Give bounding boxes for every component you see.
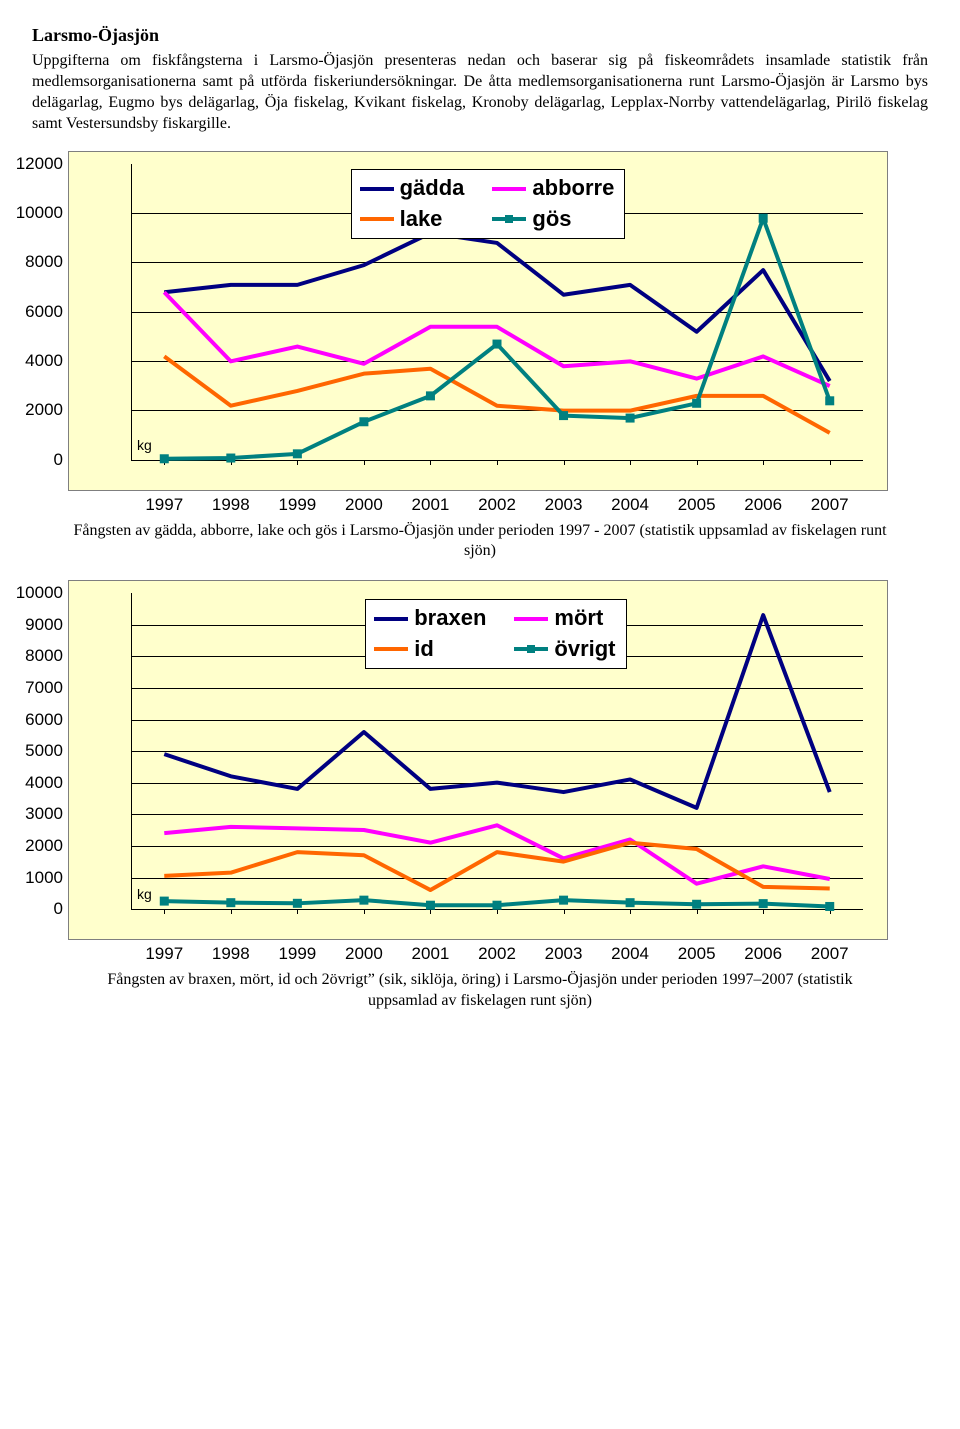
legend-swatch [514, 647, 548, 651]
legend-label: gädda [400, 174, 465, 203]
y-tick-label: 8000 [25, 645, 63, 667]
series-marker-gös [226, 453, 235, 462]
x-tick-label: 2004 [611, 494, 649, 516]
legend: braxen mört id övrigt [365, 599, 626, 668]
legend-item-abborre: abborre [492, 174, 614, 203]
y-tick-label: 0 [54, 898, 63, 920]
chart-gadda-abborre-lake-gos: 0200040006000800010000120001997199819992… [68, 151, 888, 491]
series-marker-övrigt [759, 899, 768, 908]
legend-item-braxen: braxen [374, 604, 486, 633]
x-tick-label: 2000 [345, 943, 383, 965]
series-marker-gös [359, 417, 368, 426]
x-tick-label: 2005 [678, 494, 716, 516]
legend-swatch [492, 187, 526, 191]
chart-braxen-mort-id-ovrigt: 0100020003000400050006000700080009000100… [68, 580, 888, 940]
legend-swatch [374, 647, 408, 651]
y-tick-label: 2000 [25, 835, 63, 857]
y-tick-label: 10000 [16, 202, 63, 224]
x-tick-label: 2007 [811, 494, 849, 516]
legend-label: abborre [532, 174, 614, 203]
chart2-caption: Fångsten av braxen, mört, id och 2övrigt… [72, 970, 888, 1012]
series-marker-övrigt [426, 901, 435, 910]
series-marker-gös [825, 396, 834, 405]
series-marker-gös [692, 398, 701, 407]
series-marker-övrigt [559, 896, 568, 905]
x-axis [131, 460, 863, 461]
y-tick-label: 6000 [25, 301, 63, 323]
y-tick-label: 0 [54, 449, 63, 471]
series-marker-gös [759, 213, 768, 222]
legend-swatch [360, 187, 394, 191]
series-marker-övrigt [692, 900, 701, 909]
series-marker-gös [493, 339, 502, 348]
x-tick-label: 1999 [278, 494, 316, 516]
y-tick-label: 8000 [25, 251, 63, 273]
series-marker-övrigt [160, 897, 169, 906]
y-tick-label: 3000 [25, 803, 63, 825]
legend-item-gädda: gädda [360, 174, 465, 203]
legend: gädda abborre lake gös [351, 169, 626, 238]
x-tick-label: 2006 [744, 494, 782, 516]
series-marker-gös [626, 413, 635, 422]
y-tick-label: 4000 [25, 350, 63, 372]
legend-item-gös: gös [492, 205, 614, 234]
legend-swatch [492, 217, 526, 221]
x-tick-label: 1998 [212, 943, 250, 965]
intro-paragraph: Uppgifterna om fiskfångsterna i Larsmo-Ö… [32, 51, 928, 134]
legend-label: gös [532, 205, 571, 234]
x-tick-label: 2002 [478, 943, 516, 965]
series-marker-övrigt [626, 898, 635, 907]
x-tick-label: 2002 [478, 494, 516, 516]
series-marker-övrigt [493, 901, 502, 910]
series-marker-gös [559, 411, 568, 420]
x-tick-label: 2006 [744, 943, 782, 965]
series-marker-gös [426, 391, 435, 400]
series-marker-gös [293, 449, 302, 458]
x-tick-label: 1997 [145, 943, 183, 965]
series-marker-övrigt [825, 902, 834, 911]
y-tick-label: 2000 [25, 399, 63, 421]
legend-swatch [374, 617, 408, 621]
x-tick-label: 1997 [145, 494, 183, 516]
legend-label: braxen [414, 604, 486, 633]
y-tick-label: 5000 [25, 740, 63, 762]
y-tick-label: 7000 [25, 677, 63, 699]
y-tick-label: 10000 [16, 582, 63, 604]
legend-item-övrigt: övrigt [514, 635, 615, 664]
x-tick-label: 1999 [278, 943, 316, 965]
y-tick-label: 6000 [25, 709, 63, 731]
legend-swatch [514, 617, 548, 621]
page-title: Larsmo-Öjasjön [32, 24, 928, 47]
series-line-id [164, 843, 829, 890]
legend-label: mört [554, 604, 603, 633]
legend-label: id [414, 635, 434, 664]
series-line-mört [164, 825, 829, 883]
series-marker-gös [160, 454, 169, 463]
x-tick-label: 2001 [412, 494, 450, 516]
series-marker-övrigt [293, 899, 302, 908]
y-tick-label: 1000 [25, 867, 63, 889]
x-tick-label: 2003 [545, 494, 583, 516]
chart1-caption: Fångsten av gädda, abborre, lake och gös… [72, 521, 888, 563]
legend-item-lake: lake [360, 205, 465, 234]
x-tick-label: 2007 [811, 943, 849, 965]
series-marker-övrigt [359, 896, 368, 905]
series-marker-övrigt [226, 898, 235, 907]
legend-label: övrigt [554, 635, 615, 664]
legend-item-id: id [374, 635, 486, 664]
legend-item-mört: mört [514, 604, 615, 633]
y-tick-label: 12000 [16, 153, 63, 175]
y-tick-label: 4000 [25, 772, 63, 794]
series-line-gös [164, 218, 829, 459]
x-tick-label: 2004 [611, 943, 649, 965]
x-tick-label: 2005 [678, 943, 716, 965]
x-tick-label: 2001 [412, 943, 450, 965]
y-tick-label: 9000 [25, 614, 63, 636]
x-tick-label: 1998 [212, 494, 250, 516]
legend-label: lake [400, 205, 443, 234]
legend-swatch [360, 217, 394, 221]
x-tick-label: 2000 [345, 494, 383, 516]
x-tick-label: 2003 [545, 943, 583, 965]
